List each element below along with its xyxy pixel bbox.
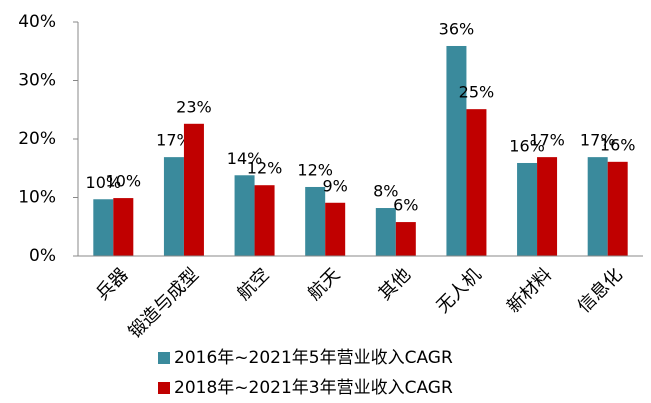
- y-tick-label: 0%: [29, 246, 56, 266]
- value-label: 10%: [86, 173, 122, 192]
- value-label: 12%: [247, 159, 283, 178]
- bar: [113, 198, 134, 256]
- x-tick-label: 锻造与成型: [125, 264, 203, 342]
- bar: [517, 162, 538, 256]
- value-label: 23%: [176, 97, 212, 116]
- legend-label: 2018年~2021年3年营业收入CAGR: [174, 378, 453, 398]
- x-tick-label: 新材料: [503, 264, 556, 317]
- value-label: 14%: [227, 149, 263, 168]
- value-label: 9%: [322, 176, 347, 195]
- bar: [234, 175, 255, 256]
- bar: [325, 202, 346, 256]
- y-tick-label: 30%: [18, 71, 56, 91]
- bar: [395, 222, 416, 256]
- value-label: 17%: [529, 131, 565, 150]
- x-tick-label: 航空: [233, 264, 273, 304]
- x-tick-label: 无人机: [432, 264, 485, 317]
- bar: [93, 199, 114, 256]
- bar: [163, 157, 184, 256]
- value-label: 16%: [600, 135, 636, 154]
- y-tick-label: 40%: [18, 12, 56, 32]
- value-label: 10%: [106, 172, 142, 191]
- value-label: 25%: [459, 83, 495, 102]
- y-tick-label: 10%: [18, 188, 56, 208]
- x-tick-label: 信息化: [574, 264, 627, 317]
- bar: [466, 109, 487, 256]
- legend-swatch: [158, 382, 170, 394]
- value-label: 17%: [156, 131, 192, 150]
- bar: [254, 185, 275, 256]
- legend-label: 2016年~2021年5年营业收入CAGR: [174, 348, 453, 368]
- bar: [446, 45, 467, 256]
- bar: [183, 123, 204, 256]
- x-tick-label: 航天: [304, 264, 344, 304]
- value-label: 8%: [373, 182, 398, 201]
- value-label: 17%: [580, 131, 616, 150]
- legend-swatch: [158, 352, 170, 364]
- x-tick-label: 其他: [375, 264, 415, 304]
- bar: [305, 186, 326, 256]
- bar: [607, 161, 628, 256]
- value-label: 16%: [509, 136, 545, 155]
- bar: [375, 208, 396, 256]
- y-tick-label: 20%: [18, 129, 56, 149]
- x-tick-label: 兵器: [92, 264, 132, 304]
- value-label: 12%: [297, 160, 333, 179]
- value-label: 36%: [439, 19, 475, 38]
- value-label: 6%: [393, 196, 418, 215]
- bar: [537, 157, 558, 256]
- bar: [587, 157, 608, 256]
